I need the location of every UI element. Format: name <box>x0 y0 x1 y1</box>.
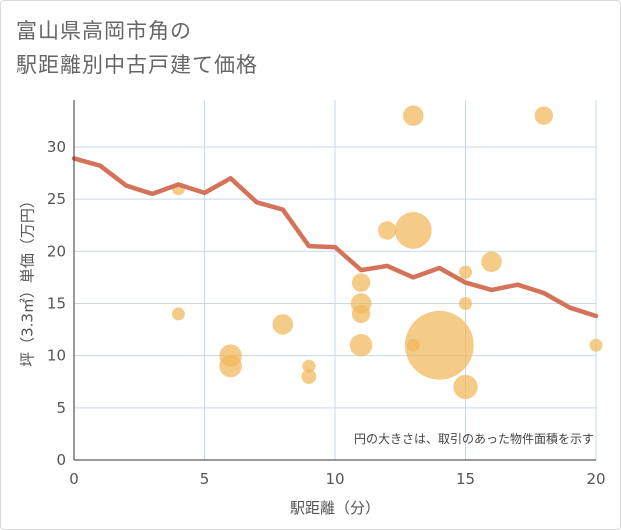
bubble-point <box>378 221 397 240</box>
bubble-point <box>171 307 185 321</box>
bubble-point <box>453 374 478 400</box>
bubble-point <box>534 106 553 125</box>
chart-title-line-1: 富山県高岡市角の <box>16 19 192 43</box>
x-tick-label: 10 <box>325 470 344 488</box>
size-legend-note: 円の大きさは、取引のあった物件面積を示す <box>354 431 594 446</box>
grid-lines <box>74 100 597 460</box>
axes <box>73 100 596 461</box>
bubble-point <box>301 369 317 384</box>
x-axis-label: 駅距離（分） <box>290 499 380 517</box>
bubble-point <box>349 333 373 357</box>
x-tick-label: 15 <box>456 470 475 488</box>
y-tick-label: 15 <box>47 294 66 312</box>
y-tick-label: 20 <box>47 242 66 260</box>
trend-line <box>71 156 599 319</box>
y-tick-label: 25 <box>47 190 66 208</box>
bubble-point <box>394 212 432 249</box>
bubble-point <box>219 354 242 378</box>
chart-title: 富山県高岡市角の 駅距離別中古戸建て価格 <box>16 14 258 82</box>
bubble-point <box>589 338 603 352</box>
bubble-point <box>459 265 472 279</box>
x-tick-label: 0 <box>69 470 79 488</box>
tick-labels: 0 5 10 15 20 0 5 10 15 20 25 30 <box>47 138 606 488</box>
bubble-point <box>481 251 502 273</box>
y-tick-label: 30 <box>47 138 66 156</box>
y-tick-label: 5 <box>56 399 66 417</box>
bubble-point <box>351 273 371 292</box>
bubble-point <box>403 105 424 126</box>
y-tick-label: 10 <box>47 347 66 365</box>
x-tick-label: 5 <box>200 470 210 488</box>
y-axis-label: 坪（3.3㎡）単価（万円） <box>19 193 37 367</box>
y-tick-label: 0 <box>56 451 66 469</box>
bubble-point <box>272 314 294 335</box>
bubble-point <box>405 310 474 380</box>
x-tick-label: 20 <box>586 470 605 488</box>
bubble-point <box>351 304 371 324</box>
bubbles <box>171 105 603 400</box>
chart-title-line-2: 駅距離別中古戸建て価格 <box>16 53 258 77</box>
trend-line-group <box>71 156 599 319</box>
bubble-point <box>302 359 316 373</box>
bubble-point <box>459 296 472 310</box>
